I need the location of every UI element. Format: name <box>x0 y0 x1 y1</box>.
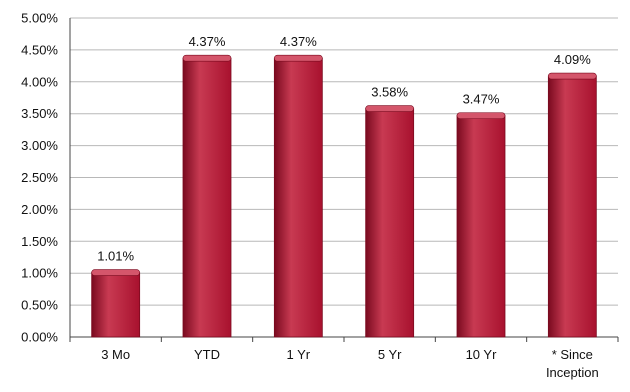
x-tick-label: 3 Mo <box>101 347 130 362</box>
bar <box>182 57 232 338</box>
bars: 1.01% 4.37% 4.37% 3.58% 3.47% 4.09% <box>91 34 597 338</box>
bar <box>273 57 323 338</box>
y-tick-label: 5.00% <box>21 11 58 26</box>
data-label: 1.01% <box>97 249 134 264</box>
data-label: 4.37% <box>189 34 226 49</box>
bar-top-cap <box>548 72 597 80</box>
y-tick-label: 2.00% <box>21 202 58 217</box>
bar-top-cap <box>274 54 323 62</box>
bar <box>91 272 141 338</box>
y-tick-label: 0.00% <box>21 330 58 345</box>
y-tick-label: 1.00% <box>21 266 58 281</box>
bar-top-cap <box>91 269 140 276</box>
bar-top-cap <box>456 112 506 119</box>
bar-top-cap <box>365 105 414 112</box>
y-tick-label: 4.00% <box>21 74 58 89</box>
bar <box>456 115 506 338</box>
data-label: 3.58% <box>371 85 408 100</box>
data-label: 3.47% <box>463 92 500 107</box>
y-tick-label: 4.50% <box>21 42 58 57</box>
data-label: 4.37% <box>280 34 317 49</box>
x-tick-label: * Since Inception <box>546 347 599 380</box>
y-tick-label: 0.50% <box>21 298 58 313</box>
bar-top-cap <box>182 54 232 62</box>
y-tick-label: 2.50% <box>21 170 58 185</box>
gridlines <box>70 17 618 338</box>
bar <box>365 108 415 338</box>
x-tick-label: YTD <box>194 347 220 362</box>
y-tick-label: 3.50% <box>21 106 58 121</box>
x-axis: 3 Mo YTD 1 Yr 5 Yr 10 Yr * Since Inception <box>69 337 619 380</box>
y-tick-label: 3.00% <box>21 138 58 153</box>
bar <box>547 75 597 338</box>
y-axis: 0.00% 0.50% 1.00% 1.50% 2.00% 2.50% 3.00% 3.50%… <box>21 11 71 345</box>
data-label: 4.09% <box>554 52 591 67</box>
x-tick-label: 10 Yr <box>466 347 498 362</box>
y-tick-label: 1.50% <box>21 234 58 249</box>
x-tick-label: 5 Yr <box>378 347 402 362</box>
x-tick-label: 1 Yr <box>287 347 311 362</box>
